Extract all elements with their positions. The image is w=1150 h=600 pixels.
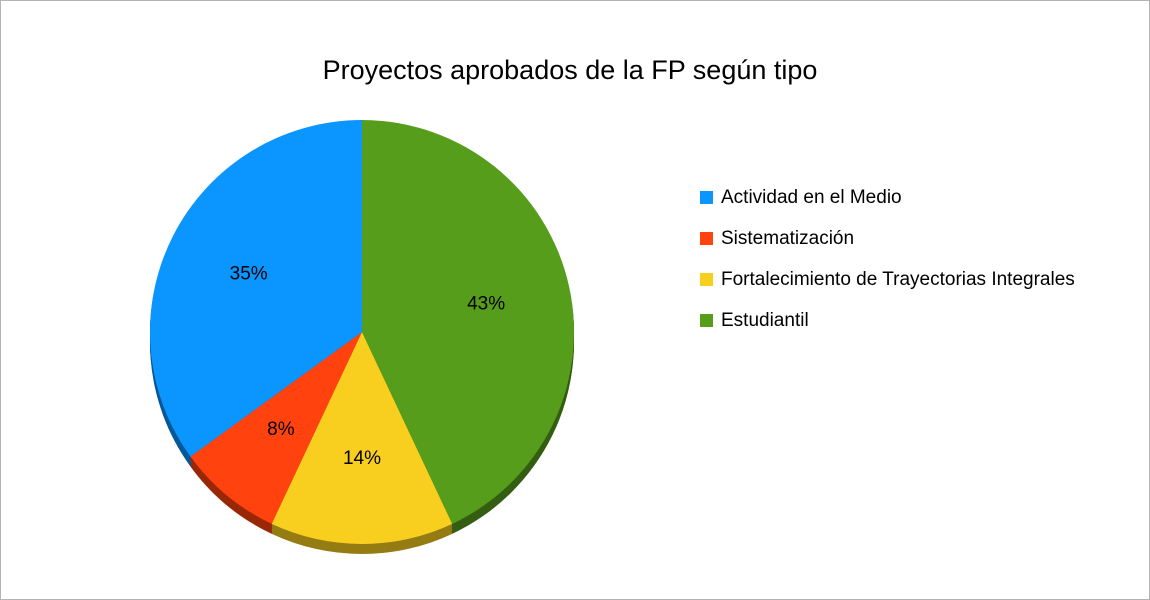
legend-swatch — [700, 314, 713, 327]
legend-item: Actividad en el Medio — [700, 186, 1140, 210]
data-label: 43% — [467, 293, 505, 314]
slice — [271, 332, 453, 544]
legend-swatch — [700, 273, 713, 286]
legend-label: Sistematización — [721, 228, 855, 249]
legend-swatch — [700, 191, 713, 204]
legend-label: Actividad en el Medio — [721, 187, 902, 208]
legend-item: Estudiantil — [700, 309, 1140, 333]
legend-label: Estudiantil — [721, 310, 809, 331]
data-label: 35% — [230, 263, 268, 284]
legend-swatch — [700, 232, 713, 245]
data-label: 8% — [267, 419, 295, 440]
slice — [150, 120, 362, 457]
data-label: 14% — [343, 448, 381, 469]
legend: Actividad en el Medio Sistematización Fort… — [700, 186, 1140, 350]
chart-title: Proyectos aprobados de la FP según tipo — [323, 55, 818, 85]
legend-item: Fortalecimiento de Trayectorias Integral… — [700, 268, 1140, 292]
slice — [190, 332, 362, 524]
slice — [362, 120, 574, 524]
legend-item: Sistematización — [700, 227, 1140, 251]
legend-label: Fortalecimiento de Trayectorias Integral… — [721, 269, 1075, 290]
